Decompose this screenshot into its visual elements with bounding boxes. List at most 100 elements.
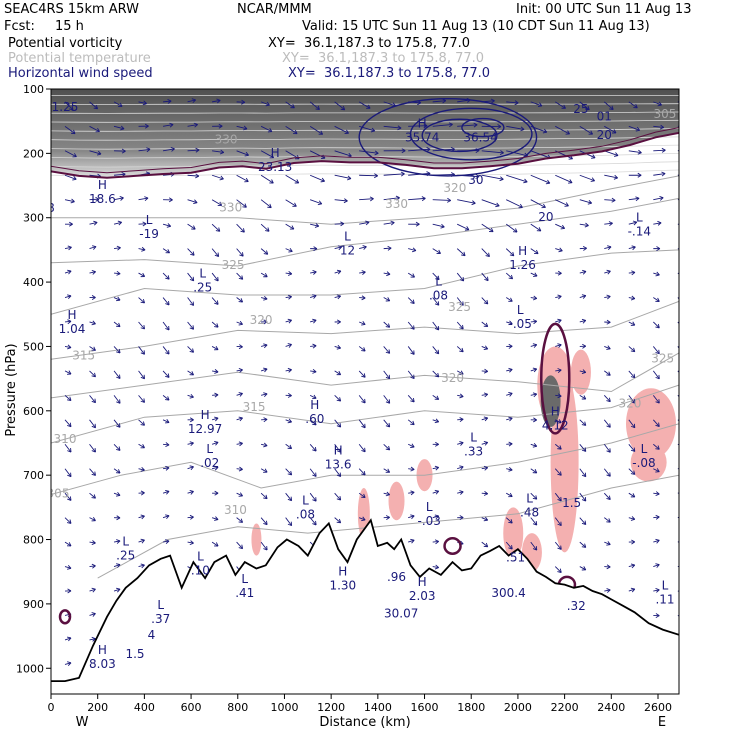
wind-vector-head (680, 539, 684, 543)
wind-vector-head (608, 221, 613, 227)
wind-vector (285, 419, 292, 423)
wind-vector (653, 173, 666, 176)
wind-vector (530, 393, 537, 396)
wind-vector (457, 466, 464, 470)
extremum-value: 12.97 (188, 422, 222, 436)
wind-vector (260, 368, 268, 372)
wind-vector-head (314, 223, 320, 228)
wind-vector-head (410, 490, 415, 496)
wind-vector (432, 272, 440, 280)
wind-vector-head (684, 124, 688, 128)
wind-vector (89, 492, 96, 499)
wind-vector (408, 248, 417, 252)
wind-vector-head (385, 297, 391, 302)
wind-vector-head (361, 423, 366, 429)
extremum-marker: L (302, 494, 309, 508)
extremum-value: .33 (464, 444, 483, 458)
wind-vector (89, 588, 96, 592)
extremum-value: .96 (387, 570, 406, 584)
wind-vector-head (410, 443, 415, 448)
wind-vector-head (313, 246, 318, 252)
wind-vector-head (680, 564, 684, 568)
wind-vector-head (336, 269, 342, 275)
wind-vector (407, 419, 415, 426)
wind-vector-head (189, 276, 195, 282)
wind-vector (162, 248, 170, 254)
extremum-value: 8.03 (89, 657, 116, 671)
wind-vector (310, 271, 317, 274)
wind-vector-head (214, 392, 219, 398)
wind-vector-head (214, 542, 219, 547)
wind-vector-head (91, 269, 96, 275)
wind-vector-head (70, 198, 75, 204)
wind-vector (383, 468, 390, 473)
wind-vector-head (336, 518, 342, 524)
wind-vector (187, 346, 194, 353)
wind-vector (260, 223, 270, 232)
theta-contour (51, 197, 679, 267)
x-tick-label: 2400 (597, 701, 625, 714)
wind-vector-head (508, 492, 513, 498)
wind-vector (285, 369, 292, 372)
wind-vector (187, 124, 198, 127)
wind-vector-head (499, 150, 504, 156)
wind-vector-head (568, 179, 573, 184)
wind-vector-head (189, 371, 194, 376)
wind-vector (89, 613, 96, 616)
wind-vector (432, 370, 440, 378)
wind-vector-head (606, 564, 611, 570)
wind-vector-head (238, 518, 244, 523)
wind-vector-head (361, 373, 366, 378)
extremum-marker: L (199, 266, 206, 280)
wind-vector-head (219, 175, 224, 181)
wind-vector (383, 492, 390, 496)
wind-vector (309, 419, 317, 426)
wind-vector-head (483, 491, 488, 496)
wind-vector-head (508, 320, 513, 326)
pv-closed-contour (540, 322, 571, 435)
wind-vector (579, 199, 592, 204)
wind-vector (530, 492, 538, 500)
wind-vector (505, 517, 513, 524)
wind-vector (408, 468, 415, 470)
wind-vector-head (659, 124, 665, 130)
wind-vector-head (655, 613, 660, 619)
wind-vector (285, 199, 297, 207)
wind-vector-head (116, 296, 121, 302)
wind-vector-head (387, 245, 392, 251)
wind-vector (211, 541, 219, 547)
wind-vector-head (581, 472, 587, 478)
wind-vector (64, 541, 72, 547)
wind-vector-head (561, 104, 566, 109)
wind-vector-head (684, 197, 688, 201)
wind-vector (187, 149, 200, 152)
wind-vector-head (116, 539, 121, 544)
wind-vector (211, 417, 219, 421)
wind-vector-head (144, 196, 149, 202)
wind-vector-head (67, 344, 72, 350)
wind-vector-head (590, 177, 595, 182)
wind-vector-head (385, 349, 391, 354)
wind-vector (604, 199, 616, 201)
wind-vector-head (140, 398, 145, 403)
wind-vector (555, 344, 562, 347)
wind-vector-head (312, 447, 317, 452)
wind-vector-head (483, 441, 489, 446)
wind-vector-head (140, 467, 145, 472)
wind-vector (481, 174, 504, 180)
wind-vector-head (545, 179, 551, 185)
wind-vector (383, 222, 395, 225)
wind-vector-head (483, 299, 489, 305)
wind-vector-head (459, 393, 464, 399)
wind-vector (506, 369, 513, 372)
wind-vector (358, 101, 371, 109)
wind-vector-head (411, 247, 417, 253)
theta-contour (51, 249, 679, 315)
wind-vector (481, 467, 488, 470)
wind-vector-head (361, 447, 366, 453)
wind-vector-head (340, 221, 345, 227)
wind-vector (236, 541, 243, 549)
wind-vector-head (287, 343, 292, 348)
wind-vector-head (557, 343, 562, 348)
wind-vector (334, 395, 341, 402)
